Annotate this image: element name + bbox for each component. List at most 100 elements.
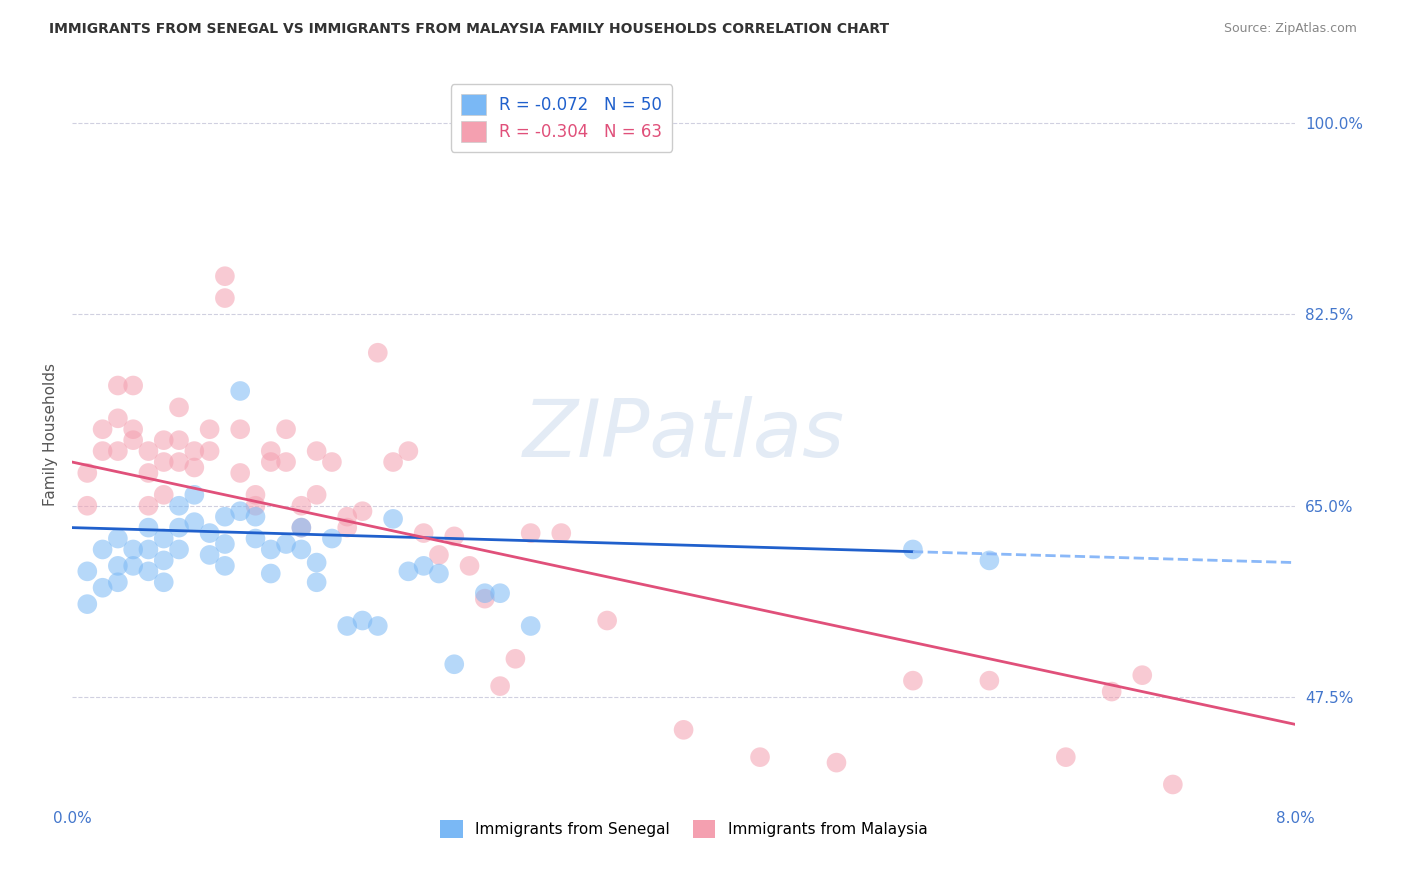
Point xyxy=(260,455,283,469)
Point xyxy=(290,520,312,534)
Point xyxy=(107,411,129,425)
Legend: Immigrants from Senegal, Immigrants from Malaysia: Immigrants from Senegal, Immigrants from… xyxy=(433,814,934,845)
Point xyxy=(198,444,221,458)
Text: Source: ZipAtlas.com: Source: ZipAtlas.com xyxy=(1223,22,1357,36)
Point xyxy=(138,499,160,513)
Point xyxy=(107,575,129,590)
Point xyxy=(122,558,145,573)
Point xyxy=(138,565,160,579)
Point xyxy=(107,378,129,392)
Point xyxy=(260,542,283,557)
Point xyxy=(321,532,343,546)
Point xyxy=(367,345,389,359)
Point xyxy=(152,488,174,502)
Point xyxy=(152,575,174,590)
Point xyxy=(672,723,695,737)
Point xyxy=(550,526,572,541)
Point xyxy=(152,433,174,447)
Point xyxy=(352,504,374,518)
Point xyxy=(107,444,129,458)
Point xyxy=(152,532,174,546)
Point xyxy=(167,433,190,447)
Point xyxy=(245,509,267,524)
Point xyxy=(122,422,145,436)
Point xyxy=(396,565,419,579)
Point xyxy=(91,422,114,436)
Point xyxy=(76,466,98,480)
Point xyxy=(122,542,145,557)
Point xyxy=(245,532,267,546)
Point xyxy=(519,526,541,541)
Point xyxy=(260,444,283,458)
Text: IMMIGRANTS FROM SENEGAL VS IMMIGRANTS FROM MALAYSIA FAMILY HOUSEHOLDS CORRELATIO: IMMIGRANTS FROM SENEGAL VS IMMIGRANTS FR… xyxy=(49,22,890,37)
Point xyxy=(214,269,236,284)
Point xyxy=(443,657,465,672)
Point xyxy=(412,526,434,541)
Point xyxy=(245,488,267,502)
Point xyxy=(290,499,312,513)
Point xyxy=(167,401,190,415)
Point xyxy=(901,673,924,688)
Point xyxy=(305,556,328,570)
Point xyxy=(167,542,190,557)
Point xyxy=(138,466,160,480)
Point xyxy=(412,558,434,573)
Point xyxy=(198,548,221,562)
Point xyxy=(167,520,190,534)
Point xyxy=(427,566,450,581)
Point xyxy=(1054,750,1077,764)
Point xyxy=(122,378,145,392)
Point xyxy=(76,565,98,579)
Point xyxy=(474,586,496,600)
Point xyxy=(596,614,619,628)
Point xyxy=(274,455,297,469)
Point xyxy=(979,553,1001,567)
Point xyxy=(489,586,512,600)
Point xyxy=(76,597,98,611)
Point xyxy=(290,542,312,557)
Point xyxy=(183,460,205,475)
Point xyxy=(229,504,252,518)
Point xyxy=(749,750,772,764)
Point xyxy=(260,566,283,581)
Point xyxy=(274,537,297,551)
Point xyxy=(382,455,405,469)
Point xyxy=(138,444,160,458)
Point xyxy=(91,444,114,458)
Point xyxy=(198,526,221,541)
Point xyxy=(138,542,160,557)
Point xyxy=(198,422,221,436)
Y-axis label: Family Households: Family Households xyxy=(44,363,58,506)
Point xyxy=(901,542,924,557)
Point xyxy=(152,553,174,567)
Point xyxy=(336,619,359,633)
Point xyxy=(825,756,848,770)
Point xyxy=(1130,668,1153,682)
Point xyxy=(382,512,405,526)
Point xyxy=(427,548,450,562)
Point xyxy=(214,291,236,305)
Point xyxy=(489,679,512,693)
Text: ZIPatlas: ZIPatlas xyxy=(523,396,845,474)
Point xyxy=(183,444,205,458)
Point xyxy=(305,444,328,458)
Point xyxy=(1161,777,1184,791)
Point xyxy=(245,499,267,513)
Point xyxy=(91,581,114,595)
Point xyxy=(474,591,496,606)
Point xyxy=(122,433,145,447)
Point xyxy=(76,499,98,513)
Point xyxy=(305,488,328,502)
Point xyxy=(167,499,190,513)
Point xyxy=(396,444,419,458)
Point xyxy=(152,455,174,469)
Point xyxy=(214,537,236,551)
Point xyxy=(443,529,465,543)
Point xyxy=(229,466,252,480)
Point xyxy=(367,619,389,633)
Point xyxy=(214,509,236,524)
Point xyxy=(505,652,527,666)
Point xyxy=(979,673,1001,688)
Point xyxy=(321,455,343,469)
Point xyxy=(336,509,359,524)
